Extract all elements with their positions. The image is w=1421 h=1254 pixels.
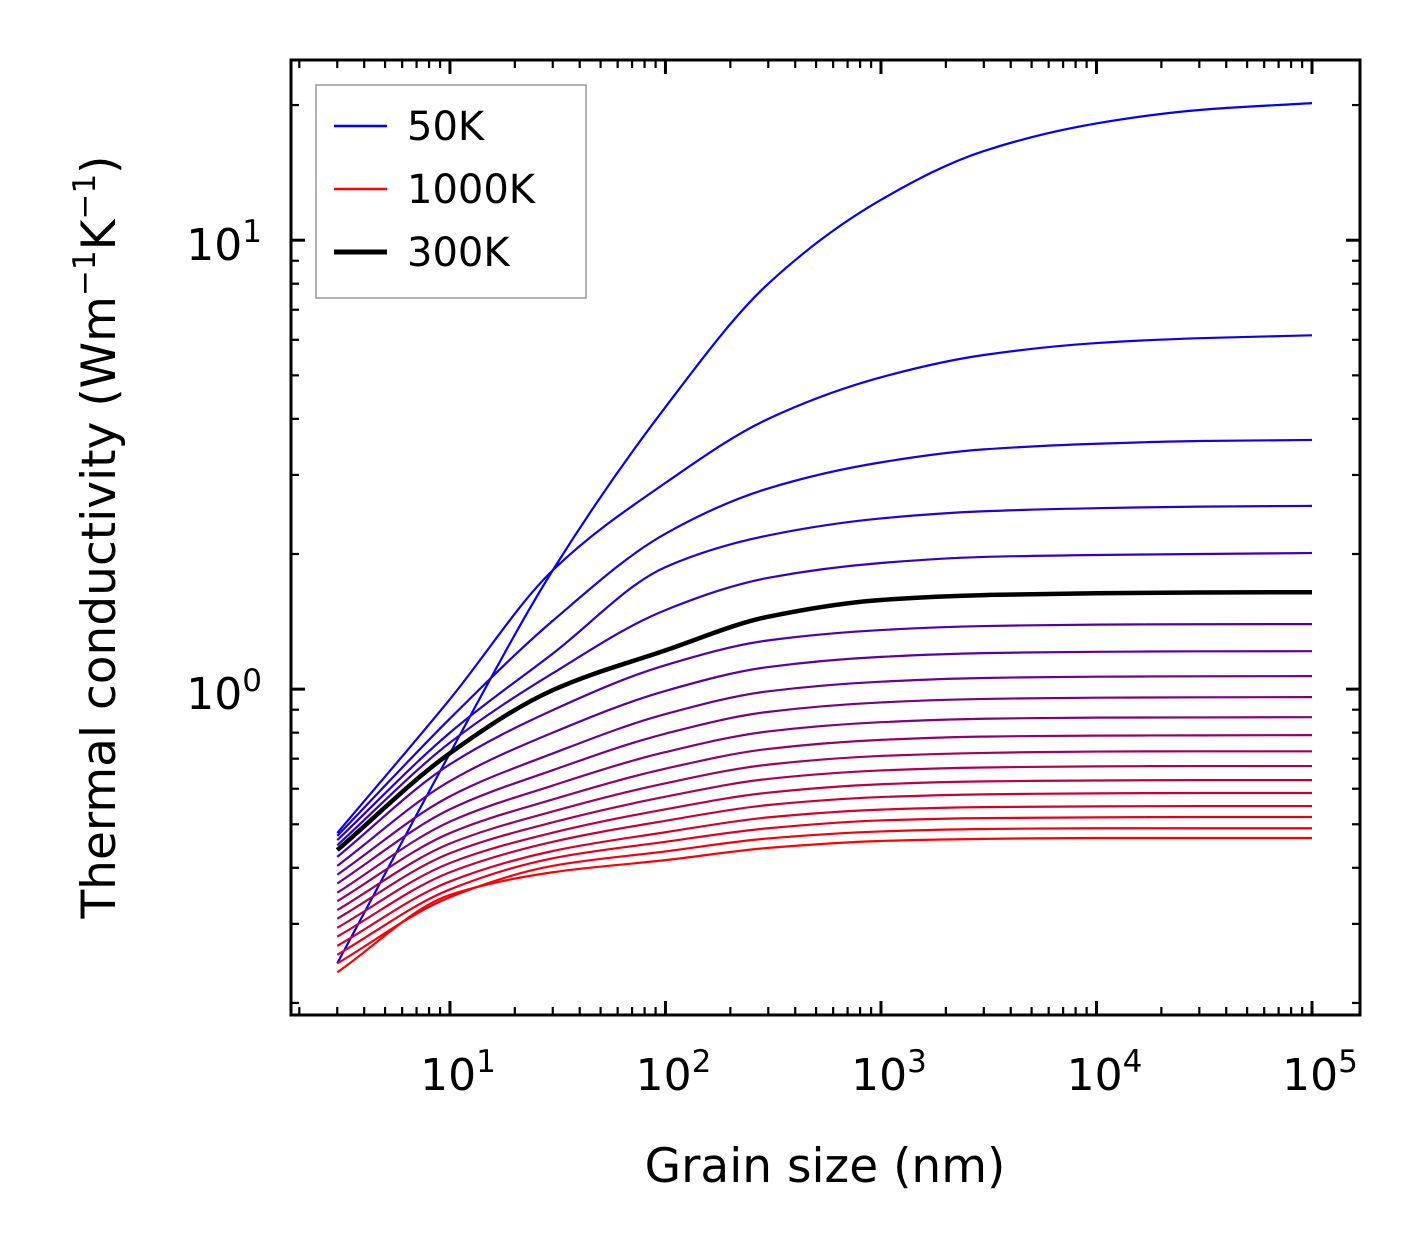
- legend-entry-50k: 50K: [334, 104, 486, 150]
- legend-label-300k: 300K: [407, 230, 511, 276]
- series-line-500k: [336, 696, 1313, 885]
- series-line-200k: [336, 504, 1313, 841]
- series-line-550k: [336, 716, 1313, 894]
- legend-label-50k: 50K: [407, 104, 486, 150]
- x-tick-labels: 101 102 103 104 105: [420, 1044, 1358, 1101]
- x-tick-label: 102: [636, 1044, 712, 1101]
- legend: 50K 1000K 300K: [315, 84, 587, 299]
- legend-frame: [315, 84, 587, 299]
- series-line-350k: [336, 623, 1313, 858]
- series-line-600k: [336, 734, 1313, 903]
- series-line-250k: [336, 551, 1313, 847]
- series-line-150k: [336, 438, 1313, 837]
- y-tick-label: 100: [186, 663, 262, 720]
- legend-entry-300k: 300K: [334, 230, 511, 276]
- x-tick-label: 103: [851, 1044, 927, 1101]
- series-line-850k: [336, 804, 1312, 947]
- series-line-900k: [336, 815, 1312, 956]
- y-tick-label: 101: [186, 214, 262, 271]
- series-line-50k: [336, 102, 1313, 964]
- x-axis-label: Grain size (nm): [645, 1139, 1006, 1194]
- series-line-800k: [336, 791, 1312, 938]
- x-tick-label: 105: [1282, 1044, 1358, 1101]
- y-tick-labels: 100 101: [186, 214, 262, 720]
- series-line-300k: [335, 589, 1313, 852]
- x-tick-label: 104: [1067, 1044, 1143, 1101]
- y-axis-label: Thermal conductivity (Wm−1K−1): [67, 155, 127, 919]
- series-line-650k: [336, 750, 1312, 912]
- series-layer: [335, 102, 1313, 974]
- series-line-450k: [336, 675, 1313, 876]
- series-line-700k: [336, 764, 1312, 920]
- x-tick-label: 101: [420, 1044, 496, 1101]
- legend-entry-1000k: 1000K: [334, 167, 537, 213]
- series-line-1000k: [336, 836, 1312, 974]
- series-line-750k: [336, 779, 1312, 929]
- series-line-950k: [336, 827, 1312, 965]
- axes-frame: [289, 58, 1362, 1017]
- legend-label-1000k: 1000K: [407, 167, 537, 213]
- series-line-400k: [336, 650, 1313, 867]
- series-line-100k: [336, 334, 1313, 834]
